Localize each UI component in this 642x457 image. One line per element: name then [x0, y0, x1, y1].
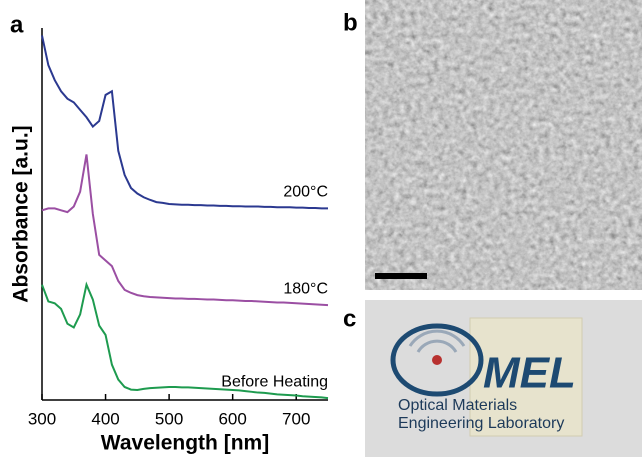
figure: MEL Optical Materials Engineering Labora… — [0, 0, 642, 457]
x-tick-label: 600 — [218, 409, 246, 428]
logo-line: Engineering Laboratory — [398, 415, 564, 432]
x-tick-label: 300 — [28, 409, 56, 428]
panel-label: c — [343, 305, 356, 332]
panel-label: b — [343, 9, 358, 36]
tem-image — [365, 0, 642, 290]
x-tick-label: 400 — [91, 409, 119, 428]
series-label: Before Heating — [221, 373, 328, 390]
x-axis-title: Wavelength [nm] — [101, 432, 269, 455]
series-label: 180°C — [283, 280, 328, 297]
scale-bar — [375, 273, 427, 279]
logo-dot — [432, 355, 442, 365]
series-label: 200°C — [283, 184, 328, 201]
x-tick-label: 700 — [282, 409, 310, 428]
line-series — [42, 35, 328, 208]
x-tick-label: 500 — [155, 409, 183, 428]
y-axis-title: Absorbance [a.u.] — [10, 125, 33, 302]
panel-label: a — [10, 11, 24, 38]
logo-text: MEL — [483, 349, 576, 398]
logo-line: Optical Materials — [398, 397, 517, 414]
